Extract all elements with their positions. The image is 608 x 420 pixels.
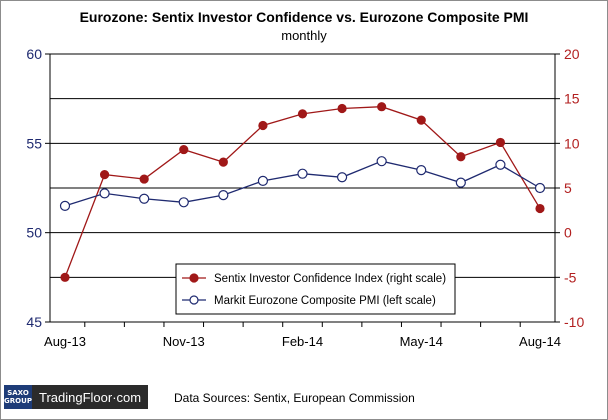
series-point-1 <box>455 177 466 188</box>
y-left-tick-label: 55 <box>26 135 42 151</box>
y-right-tick-label: 0 <box>564 225 572 241</box>
series-point-0 <box>139 174 149 184</box>
series-point-0 <box>60 272 70 282</box>
x-tick-label: Aug-13 <box>44 334 86 349</box>
series-point-1 <box>257 175 269 186</box>
series-point-0 <box>535 203 545 214</box>
series-point-0 <box>297 109 308 119</box>
series-line-0 <box>64 106 541 278</box>
legend: Sentix Investor Confidence Index (right … <box>175 263 456 315</box>
y-right-tick-label: 5 <box>564 180 572 196</box>
y-left-tick-label: 60 <box>26 46 42 62</box>
legend-swatch-marker <box>189 295 199 305</box>
x-tick-label: Aug-14 <box>519 334 561 349</box>
series-point-1 <box>139 193 150 204</box>
y-right-tick-label: 15 <box>564 91 580 107</box>
saxo-logo-block: SAXO GROUP <box>4 385 32 409</box>
series-point-1 <box>534 182 546 194</box>
legend-entry: Markit Eurozone Composite PMI (left scal… <box>214 295 436 307</box>
chart-title: Eurozone: Sentix Investor Confidence vs.… <box>80 9 529 25</box>
tradingfloor-logo: SAXO GROUP TradingFloor·com <box>4 385 149 409</box>
series-point-0 <box>99 170 110 180</box>
legend-box <box>175 263 456 315</box>
logo-brand-top: SAXO <box>7 389 29 397</box>
logo-brand-bottom: GROUP <box>4 397 32 405</box>
y-right-tick-label: -10 <box>564 314 584 330</box>
source-label: Data Sources: Sentix, European Commissio… <box>174 391 415 405</box>
series-point-0 <box>179 144 189 155</box>
series-point-0 <box>258 120 268 131</box>
y-right-tick-label: -5 <box>564 269 577 285</box>
series-point-0 <box>337 103 347 114</box>
series-point-1 <box>376 156 387 167</box>
series-point-1 <box>59 200 71 211</box>
y-right-tick-label: 10 <box>564 135 580 151</box>
series-point-0 <box>416 115 426 125</box>
legend-swatch-marker <box>189 273 199 283</box>
series-line-1 <box>64 160 541 207</box>
chart-subtitle: monthly <box>281 28 327 43</box>
series-point-0 <box>218 157 228 167</box>
x-tick-label: Nov-13 <box>163 334 205 349</box>
y-left-tick-label: 45 <box>26 314 42 330</box>
x-tick-label: May-14 <box>400 334 443 349</box>
x-tick-label: Feb-14 <box>282 334 323 349</box>
y-right-tick-label: 20 <box>564 46 580 62</box>
series-point-1 <box>336 172 348 183</box>
series-point-1 <box>218 190 229 201</box>
series-point-1 <box>178 197 189 208</box>
axes: 45 50 55 60 -10 -5 0 5 10 15 20 Aug-13 Nov-13 Feb-14 M… <box>26 46 584 349</box>
series-point-1 <box>99 188 110 199</box>
series-layer <box>59 102 546 282</box>
series-point-0 <box>456 152 466 162</box>
legend-entry: Sentix Investor Confidence Index (right … <box>214 273 446 285</box>
y-left-tick-label: 50 <box>26 225 42 241</box>
series-point-1 <box>495 159 506 170</box>
series-point-1 <box>297 168 308 179</box>
series-point-0 <box>377 102 387 112</box>
logo-name: TradingFloor·com <box>32 385 149 409</box>
series-point-1 <box>416 165 427 176</box>
series-point-0 <box>495 137 506 148</box>
